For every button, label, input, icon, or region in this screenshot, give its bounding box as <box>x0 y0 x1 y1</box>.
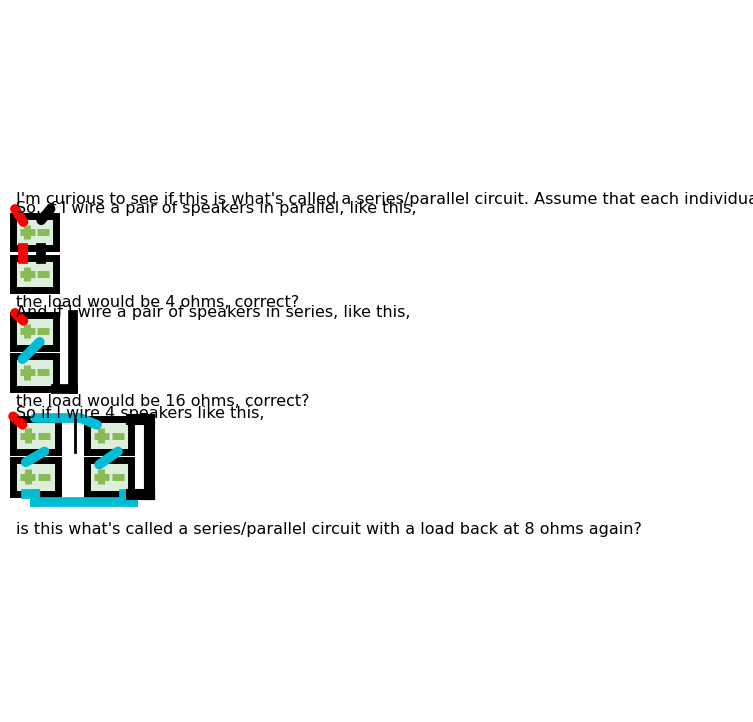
Text: So if I wire 4 speakers like this,: So if I wire 4 speakers like this, <box>17 406 265 421</box>
Bar <box>13 215 56 248</box>
Text: is this what's called a series/parallel circuit with a load back at 8 ohms again: is this what's called a series/parallel … <box>17 522 642 536</box>
Text: the load would be 4 ohms, correct?: the load would be 4 ohms, correct? <box>17 295 300 310</box>
Bar <box>87 460 131 494</box>
Text: I'm curious to see if this is what's called a series/parallel circuit. Assume th: I'm curious to see if this is what's cal… <box>17 192 753 207</box>
Text: So, if I wire a pair of speakers in parallel, like this,: So, if I wire a pair of speakers in para… <box>17 201 417 216</box>
Text: And if I wire a pair of speakers in series, like this,: And if I wire a pair of speakers in seri… <box>17 305 411 321</box>
Bar <box>13 419 57 453</box>
Bar <box>13 258 56 290</box>
Text: the load would be 16 ohms, correct?: the load would be 16 ohms, correct? <box>17 394 310 409</box>
Bar <box>13 356 56 388</box>
Bar <box>87 419 131 453</box>
Bar <box>13 315 56 347</box>
Bar <box>13 460 57 494</box>
